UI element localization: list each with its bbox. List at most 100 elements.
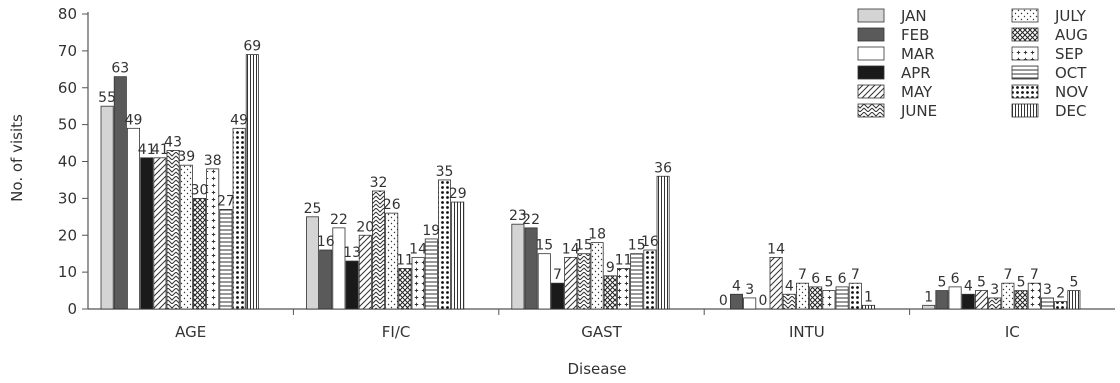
x-axis-label: Disease [568,360,627,378]
data-label: 3 [1043,282,1052,298]
data-label: 23 [509,208,527,224]
data-label: 16 [641,234,659,250]
legend-swatch-oct [1011,65,1039,80]
legend-swatch-feb [857,27,885,42]
legend-swatch-jan [857,8,885,23]
y-axis-label: No. of visits [8,114,26,202]
data-label: 6 [811,271,820,287]
bar-oct-age [219,209,233,310]
data-label: 5 [1069,275,1078,291]
data-label: 18 [588,227,606,243]
data-label: 9 [606,260,615,276]
legend-swatch-aug [1011,27,1039,42]
data-label: 15 [628,238,646,254]
data-label: 5 [1017,275,1026,291]
y-tick-label: 30 [58,189,77,207]
bar-apr-gast [551,282,565,310]
bar-may-gast [564,256,578,310]
bar-mar-fic [332,227,346,310]
bar-nov-intu [848,282,862,310]
data-label: 35 [436,164,454,180]
data-labels: 5563494141433930382749692516221320322611… [98,39,1078,309]
data-label: 4 [964,278,973,294]
bar-july-age [179,164,193,310]
bar-sep-gast [617,268,631,310]
bar-oct-gast [630,253,644,310]
y-tick-label: 50 [58,116,77,134]
data-label: 14 [409,241,427,257]
legend-swatch-mar [857,46,885,61]
legend-swatch-may [857,84,885,99]
bar-may-intu [769,256,783,310]
data-label: 49 [125,112,143,128]
bar-sep-age [206,168,220,310]
legend-label-june: JUNE [900,102,937,120]
bar-nov-fic [437,179,451,310]
data-label: 22 [330,212,348,228]
data-label: 41 [138,142,156,158]
data-label: 5 [824,275,833,291]
bar-sep-intu [822,290,836,310]
data-label: 0 [719,293,728,309]
legend-swatch-sep [1011,46,1039,61]
bar-feb-age [113,76,127,310]
legend-swatch-apr [857,65,885,80]
data-label: 15 [575,238,593,254]
data-label: 4 [785,278,794,294]
data-label: 5 [937,275,946,291]
bar-nov-age [232,127,246,310]
bar-jan-age [100,105,114,310]
legend-label-aug: AUG [1055,26,1088,44]
legend-label-may: MAY [901,83,933,101]
legend-label-apr: APR [901,64,931,82]
data-label: 49 [230,112,248,128]
legend-label-nov: NOV [1055,83,1089,101]
data-label: 7 [1030,267,1039,283]
data-label: 6 [951,271,960,287]
data-label: 15 [535,238,553,254]
legend-label-july: JULY [1054,7,1087,25]
bar-jan-fic [305,216,319,310]
data-label: 63 [111,61,129,77]
data-label: 14 [767,241,785,257]
bar-apr-age [140,157,154,310]
bar-feb-intu [730,293,744,310]
data-label: 5 [977,275,986,291]
data-label: 7 [851,267,860,283]
bar-july-fic [385,212,399,310]
data-label: 32 [370,175,388,191]
bar-sep-ic [1027,282,1041,310]
y-tick-label: 10 [58,263,77,281]
data-label: 7 [798,267,807,283]
bar-jan-ic [922,304,936,310]
data-label: 39 [177,149,195,165]
legend-swatch-nov [1011,84,1039,99]
y-tick-label: 60 [58,79,77,97]
bars [100,54,1081,310]
legend-label-jan: JAN [900,7,927,25]
bar-sep-fic [411,256,425,310]
data-label: 41 [151,142,169,158]
bar-feb-fic [319,249,333,310]
data-label: 11 [396,252,414,268]
legend-label-oct: OCT [1055,64,1087,82]
legend-label-dec: DEC [1055,102,1087,120]
bar-july-gast [590,242,604,310]
data-label: 55 [98,90,116,106]
bar-july-ic [1001,282,1015,310]
bar-jan-gast [511,223,525,310]
data-label: 3 [745,282,754,298]
legend-label-feb: FEB [901,26,929,44]
data-label: 14 [562,241,580,257]
bar-nov-ic [1054,301,1068,310]
data-label: 26 [383,197,401,213]
data-label: 1 [864,289,873,305]
data-label: 6 [838,271,847,287]
bar-july-intu [796,282,810,310]
data-label: 7 [1003,267,1012,283]
bar-dec-gast [656,175,670,310]
data-label: 20 [356,219,374,235]
